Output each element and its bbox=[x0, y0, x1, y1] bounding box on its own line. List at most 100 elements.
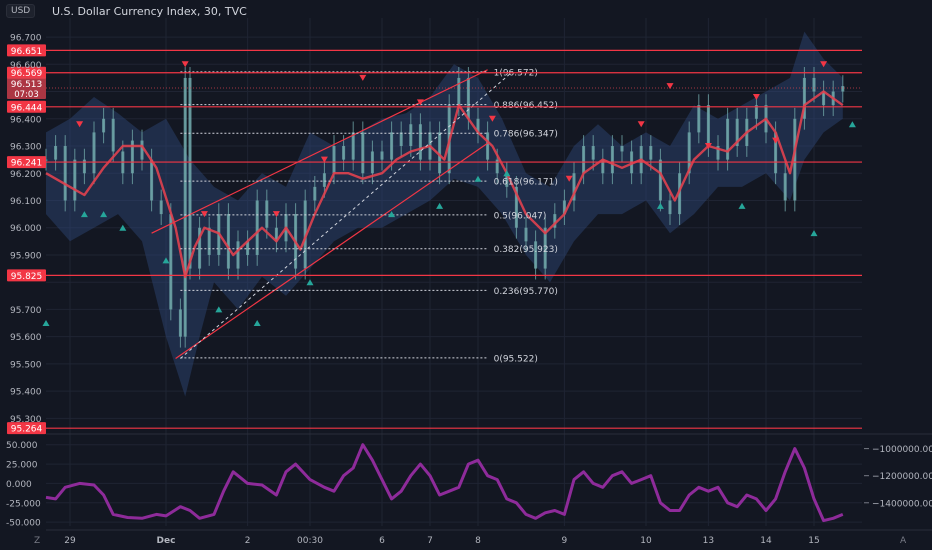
level-badge-label-3: 96.241 bbox=[11, 159, 43, 169]
candle-body-40 bbox=[418, 124, 422, 160]
level-badge-4 bbox=[7, 269, 46, 282]
candle-body-23 bbox=[255, 200, 259, 255]
candle-body-46 bbox=[476, 118, 480, 133]
candle-body-51 bbox=[524, 227, 528, 242]
candle-body-30 bbox=[322, 173, 326, 187]
candle-body-48 bbox=[495, 159, 499, 174]
candle-body-18 bbox=[207, 227, 211, 255]
level-badge-label-1: 96.569 bbox=[11, 69, 43, 79]
candle-body-25 bbox=[274, 227, 278, 242]
candle-body-45 bbox=[466, 77, 470, 119]
price-tick-7: 96.000 bbox=[10, 224, 42, 234]
fib-label-1: 0.886(96.452) bbox=[494, 101, 558, 111]
level-badge-label-4: 95.825 bbox=[11, 272, 43, 282]
candle-body-32 bbox=[342, 146, 346, 160]
sell-marker-1 bbox=[181, 61, 189, 68]
buy-marker-4 bbox=[162, 257, 170, 264]
sell-marker-5 bbox=[359, 74, 367, 81]
price-tick-11: 95.600 bbox=[10, 333, 42, 343]
time-label-10: 14 bbox=[760, 536, 772, 546]
candle-body-53 bbox=[543, 227, 547, 269]
auto-scale-toggle[interactable]: A bbox=[900, 536, 907, 546]
candle-body-77 bbox=[774, 132, 778, 174]
moving-average bbox=[45, 90, 844, 278]
candle-body-54 bbox=[553, 214, 557, 228]
candle-body-1 bbox=[54, 146, 58, 160]
candle-body-71 bbox=[716, 146, 720, 160]
price-tick-1: 96.600 bbox=[10, 61, 42, 71]
fibonacci-retracement: 1(96.572) 0.886(96.452) 0.786(96.347) 0.618… bbox=[180, 68, 558, 364]
candle-body-68 bbox=[687, 132, 691, 174]
time-label-9: 13 bbox=[703, 536, 714, 546]
candle-body-79 bbox=[793, 118, 797, 201]
candle-body-49 bbox=[505, 173, 509, 187]
buy-marker-5 bbox=[215, 306, 223, 313]
price-tick-10: 95.700 bbox=[10, 306, 42, 316]
candle-body-2 bbox=[63, 146, 67, 201]
level-badge-label-5: 95.264 bbox=[11, 425, 43, 435]
sell-marker-3 bbox=[272, 211, 280, 218]
osc-right-tick-2: −1400000.000 bbox=[872, 499, 932, 509]
candle-body-4 bbox=[82, 159, 86, 174]
candle-body-17 bbox=[198, 227, 202, 269]
buy-marker-15 bbox=[848, 121, 856, 128]
sell-marker-8 bbox=[565, 175, 573, 182]
candle-body-16 bbox=[188, 77, 192, 269]
osc-left-tick-1: 25.000 bbox=[6, 461, 38, 471]
candle-body-20 bbox=[226, 214, 230, 269]
current-price-label: 96.513 bbox=[11, 80, 43, 90]
timezone-toggle[interactable]: Z bbox=[34, 536, 41, 546]
candle-body-42 bbox=[438, 132, 442, 174]
current-price-badge bbox=[7, 76, 46, 99]
candle-body-52 bbox=[534, 241, 538, 269]
osc-left-tick-2: 0.000 bbox=[6, 480, 32, 490]
candle-body-5 bbox=[92, 132, 96, 174]
buy-marker-7 bbox=[306, 279, 314, 286]
candle-body-78 bbox=[783, 173, 787, 201]
level-badge-5 bbox=[7, 422, 46, 435]
sell-marker-7 bbox=[488, 115, 496, 122]
price-tick-8: 95.900 bbox=[10, 251, 42, 261]
candle-body-31 bbox=[332, 146, 336, 174]
time-label-11: 15 bbox=[808, 536, 819, 546]
moving-average-line bbox=[45, 90, 844, 278]
currency-badge[interactable]: USD bbox=[6, 4, 36, 18]
channel-median-line bbox=[180, 72, 512, 359]
candle-body-38 bbox=[399, 132, 403, 147]
fib-label-2: 0.786(96.347) bbox=[494, 130, 558, 140]
candle-body-7 bbox=[111, 118, 115, 152]
sell-marker-14 bbox=[820, 61, 828, 68]
trend-channel bbox=[151, 69, 512, 359]
candle-body-14 bbox=[178, 309, 182, 337]
price-axis[interactable]: 96.651 96.569 96.444 96.241 95.825 95.264 96.7… bbox=[7, 34, 46, 435]
buy-marker-9 bbox=[436, 202, 444, 209]
candle-body-3 bbox=[73, 159, 77, 201]
fib-label-3: 0.618(96.171) bbox=[494, 178, 558, 188]
sell-marker-4 bbox=[320, 156, 328, 163]
time-label-8: 10 bbox=[640, 536, 652, 546]
level-badge-label-2: 96.444 bbox=[11, 103, 43, 113]
level-badge-label-0: 96.651 bbox=[11, 47, 43, 57]
signal-markers bbox=[42, 61, 856, 327]
candle-body-33 bbox=[351, 132, 355, 160]
time-axis[interactable]: 29 Dec 2 00:30 6 7 8 9 10 13 14 15 bbox=[64, 536, 819, 546]
candle-body-44 bbox=[457, 77, 461, 106]
buy-marker-2 bbox=[100, 211, 108, 218]
candle-body-47 bbox=[486, 132, 490, 160]
candle-body-59 bbox=[601, 159, 605, 174]
level-badge-0 bbox=[7, 44, 46, 57]
candle-body-72 bbox=[726, 118, 730, 160]
price-tick-13: 95.400 bbox=[10, 388, 42, 398]
candle-body-61 bbox=[620, 146, 624, 152]
price-tick-0: 96.700 bbox=[10, 34, 42, 44]
candle-body-65 bbox=[658, 159, 662, 201]
sell-marker-11 bbox=[704, 143, 712, 150]
candle-body-22 bbox=[246, 241, 250, 255]
candle-body-12 bbox=[159, 200, 163, 215]
candle-body-82 bbox=[822, 91, 826, 106]
candle-body-70 bbox=[706, 105, 710, 147]
buy-marker-10 bbox=[474, 175, 482, 182]
buy-marker-3 bbox=[119, 224, 127, 231]
fib-label-0: 1(96.572) bbox=[494, 68, 538, 78]
